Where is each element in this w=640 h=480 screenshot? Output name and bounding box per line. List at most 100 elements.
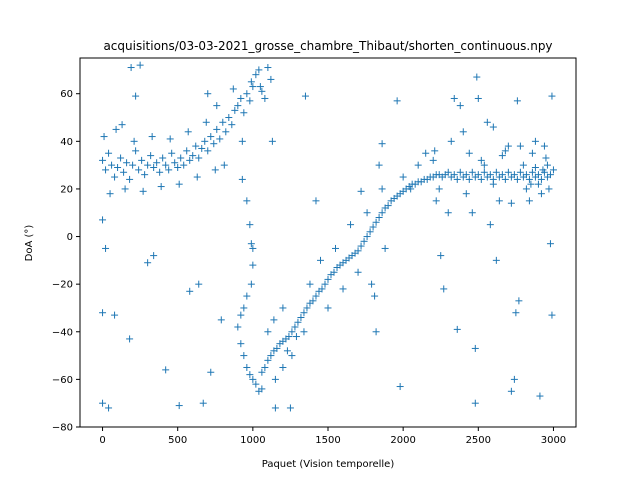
data-point (312, 292, 320, 300)
data-point (288, 328, 296, 336)
x-tick-label: 500 (168, 435, 187, 446)
y-tick-label: 0 (67, 232, 73, 243)
data-point (210, 140, 218, 148)
data-point (447, 137, 455, 145)
data-point (180, 161, 188, 169)
data-point (189, 152, 197, 160)
data-point (354, 247, 362, 255)
data-point (159, 154, 167, 162)
y-tick-label: −40 (52, 327, 73, 338)
data-point (246, 221, 254, 229)
data-point (144, 161, 152, 169)
data-point (522, 185, 530, 193)
data-point (193, 173, 201, 181)
data-point (507, 199, 515, 207)
x-tick-label: 3000 (541, 435, 566, 446)
data-point (256, 83, 264, 91)
data-point (243, 90, 251, 98)
data-point (292, 333, 300, 341)
data-point (184, 128, 192, 136)
data-point (99, 309, 107, 317)
data-point (396, 383, 404, 391)
data-point (237, 340, 245, 348)
data-point (492, 256, 500, 264)
x-tick-label: 0 (99, 435, 105, 446)
data-point (316, 256, 324, 264)
data-point (246, 371, 254, 379)
data-point (279, 304, 287, 312)
y-tick-label: 40 (60, 137, 73, 148)
data-point (477, 175, 485, 183)
data-point (186, 287, 194, 295)
data-point (204, 147, 212, 155)
data-point (303, 304, 311, 312)
data-point (548, 311, 556, 319)
data-point (515, 297, 523, 305)
data-point (213, 102, 221, 110)
data-point (258, 368, 266, 376)
data-point (217, 316, 225, 324)
data-point (324, 304, 332, 312)
data-point (144, 259, 152, 267)
y-tick-label: −80 (52, 423, 73, 434)
data-point (354, 268, 362, 276)
data-point (369, 223, 377, 231)
data-point (360, 237, 368, 245)
data-point (534, 180, 542, 188)
data-point (378, 140, 386, 148)
data-point (112, 125, 120, 133)
data-point (440, 285, 448, 293)
data-point (471, 344, 479, 352)
data-point (247, 78, 255, 86)
data-point (237, 311, 245, 319)
data-point (222, 128, 230, 136)
data-point (347, 221, 355, 229)
data-point (548, 92, 556, 100)
data-point (243, 363, 251, 371)
data-point (177, 154, 185, 162)
plot-frame (79, 57, 577, 428)
data-point (324, 275, 332, 283)
data-point (301, 92, 309, 100)
data-point (249, 261, 257, 269)
data-point (135, 166, 143, 174)
data-point (234, 102, 242, 110)
data-point (132, 92, 140, 100)
data-point (126, 335, 134, 343)
data-point (192, 142, 200, 150)
data-point (229, 85, 237, 93)
data-point (150, 252, 158, 260)
data-point (240, 304, 248, 312)
data-point (106, 190, 114, 198)
data-point (450, 94, 458, 102)
data-point (195, 154, 203, 162)
x-axis-label: Paquet (Vision temporelle) (262, 459, 395, 470)
data-point (528, 149, 536, 157)
data-point (407, 185, 415, 193)
data-point (201, 137, 209, 145)
data-point (207, 368, 215, 376)
data-point (285, 333, 293, 341)
data-point (540, 142, 548, 150)
data-point (130, 137, 138, 145)
data-point (261, 363, 269, 371)
data-point (139, 187, 147, 195)
data-point (168, 149, 176, 157)
data-point (516, 168, 524, 176)
data-point (286, 404, 294, 412)
data-point (368, 280, 376, 288)
data-point (489, 123, 497, 131)
data-point (501, 147, 509, 155)
data-point (258, 87, 266, 95)
data-point (321, 280, 329, 288)
data-point (489, 180, 497, 188)
data-point (246, 97, 254, 105)
data-point (459, 128, 467, 136)
data-point (121, 185, 129, 193)
data-point (174, 164, 182, 172)
data-point (504, 142, 512, 150)
y-axis: −80 −60 −40 −20 0 20 40 60 (52, 89, 80, 434)
data-point (372, 328, 380, 336)
data-point (102, 244, 110, 252)
data-point (542, 154, 550, 162)
